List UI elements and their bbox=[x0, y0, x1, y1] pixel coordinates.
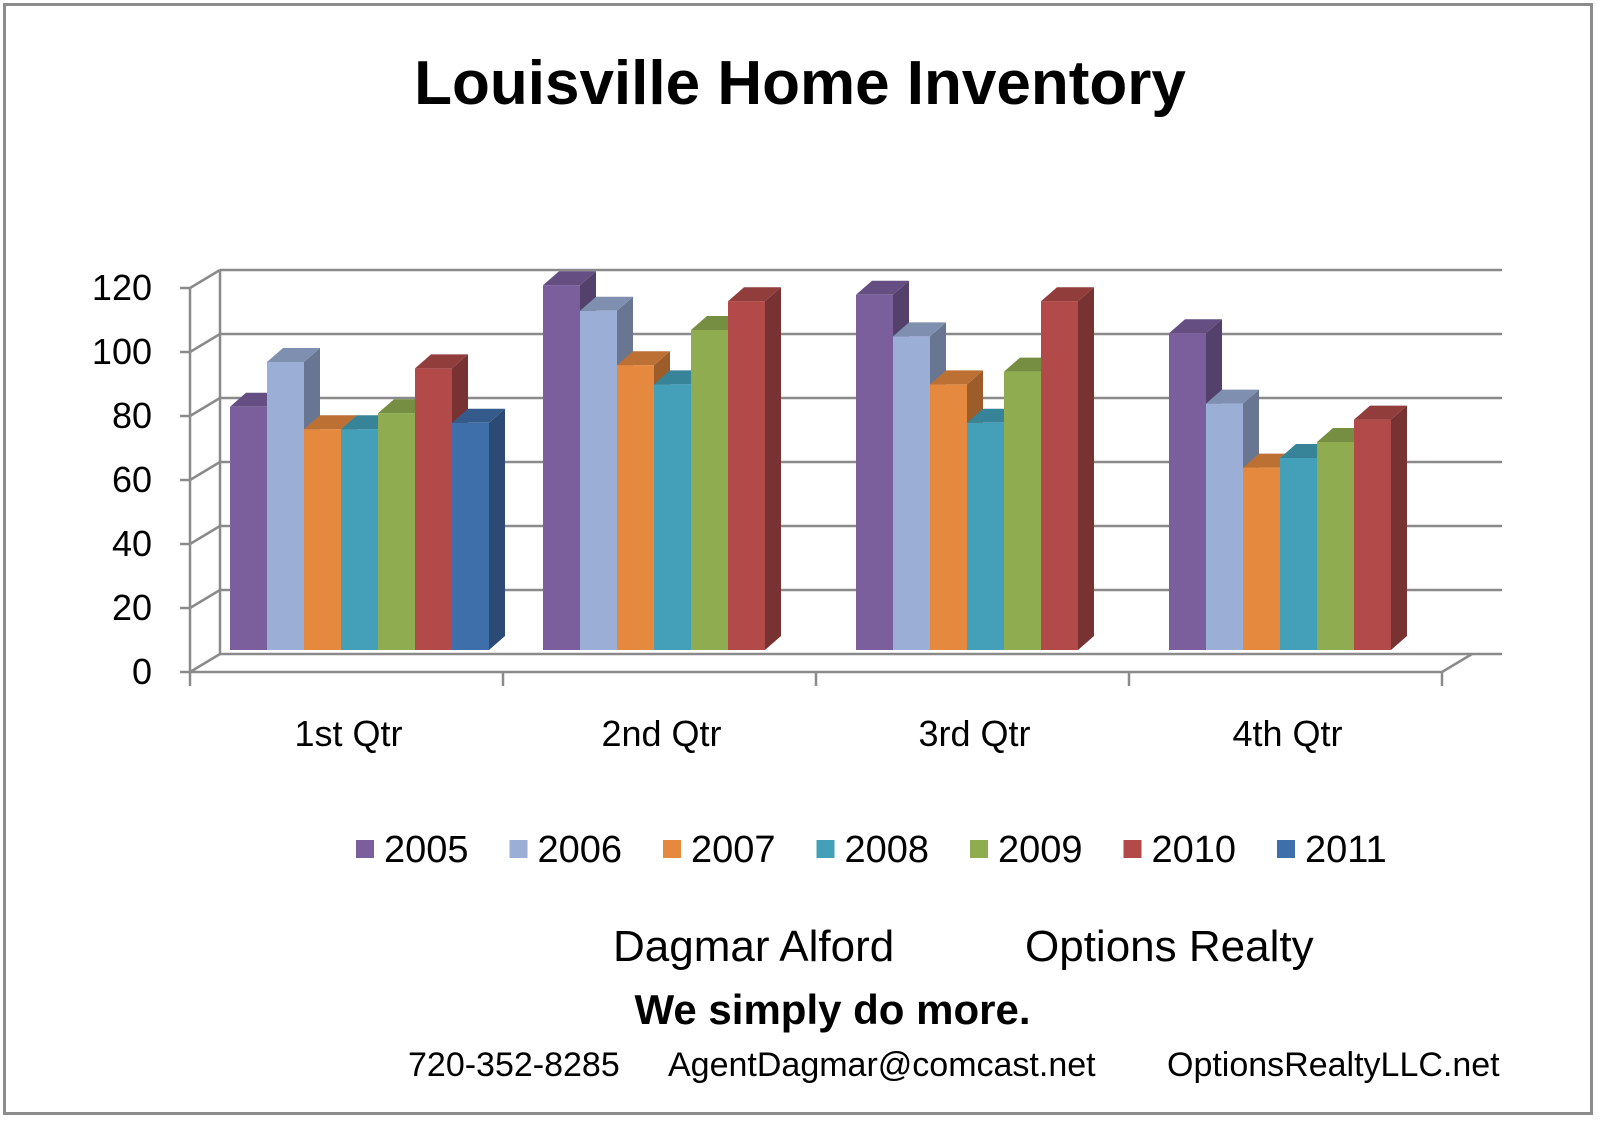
bar-front bbox=[1004, 371, 1041, 650]
bar-top bbox=[728, 287, 781, 302]
bar-front bbox=[267, 362, 304, 650]
chart-title: Louisville Home Inventory bbox=[414, 49, 1186, 118]
gridline-depth bbox=[189, 588, 221, 610]
legend-label: 2006 bbox=[538, 829, 623, 871]
bar-top bbox=[267, 348, 320, 362]
legend-label: 2009 bbox=[998, 829, 1083, 871]
bar-front bbox=[304, 429, 341, 650]
legend-swatch bbox=[356, 840, 374, 858]
bar-chart: Louisville Home Inventory 0 20 40 60 80 100 12… bbox=[92, 49, 1502, 871]
bar-top bbox=[543, 271, 596, 286]
phone-number: 720-352-8285 bbox=[408, 1046, 620, 1084]
bar-front bbox=[1280, 458, 1317, 650]
bar-top bbox=[930, 370, 983, 385]
bar bbox=[728, 287, 781, 650]
bar-front bbox=[378, 413, 415, 650]
bar-side bbox=[1391, 405, 1407, 650]
legend-label: 2007 bbox=[691, 829, 776, 871]
bar-front bbox=[893, 336, 930, 650]
bar-top bbox=[415, 354, 468, 369]
bar-side bbox=[1078, 287, 1094, 650]
gridline-depth bbox=[189, 332, 221, 354]
floor-edge bbox=[1441, 652, 1473, 674]
tagline: We simply do more. bbox=[634, 986, 1031, 1033]
bar-front bbox=[415, 368, 452, 650]
bar bbox=[452, 408, 505, 650]
gridline-depth bbox=[189, 652, 221, 674]
y-tick-label: 100 bbox=[92, 331, 152, 372]
legend-label: 2011 bbox=[1305, 829, 1387, 871]
bar-top bbox=[1041, 287, 1094, 302]
legend-swatch bbox=[663, 840, 681, 858]
bar-front bbox=[691, 330, 728, 650]
bar-top bbox=[1169, 319, 1222, 334]
legend-swatch bbox=[509, 840, 528, 858]
legend-swatch bbox=[1123, 840, 1142, 858]
bar-front bbox=[543, 285, 580, 650]
y-tick-label: 20 bbox=[112, 587, 152, 628]
bar-front bbox=[930, 384, 967, 650]
bar-top bbox=[893, 322, 946, 337]
bar-front bbox=[1317, 442, 1354, 650]
email-address: AgentDagmar@comcast.net bbox=[668, 1046, 1096, 1084]
gridline-depth bbox=[189, 460, 221, 482]
bar-top bbox=[617, 351, 670, 366]
bar-side bbox=[489, 408, 505, 650]
legend-label: 2005 bbox=[384, 829, 469, 871]
bar-front bbox=[1169, 333, 1206, 650]
x-tick-label: 4th Qtr bbox=[1232, 713, 1342, 754]
chart-bars bbox=[230, 271, 1407, 650]
bar-top bbox=[452, 408, 505, 423]
bar-front bbox=[230, 406, 267, 650]
legend-swatch bbox=[816, 840, 835, 858]
bar-front bbox=[1206, 403, 1243, 650]
bar-top bbox=[1354, 405, 1407, 420]
bar-front bbox=[1354, 419, 1391, 650]
agent-name: Dagmar Alford bbox=[613, 922, 895, 971]
x-tick-label: 2nd Qtr bbox=[601, 713, 721, 754]
bar bbox=[1041, 287, 1094, 650]
y-tick-label: 120 bbox=[92, 267, 152, 308]
x-tick-label: 3rd Qtr bbox=[918, 713, 1030, 754]
x-tick-label: 1st Qtr bbox=[294, 713, 402, 754]
bar-front bbox=[856, 294, 893, 650]
gridline-depth bbox=[189, 524, 221, 546]
legend-label: 2008 bbox=[845, 829, 930, 871]
website-url: OptionsRealtyLLC.net bbox=[1167, 1046, 1500, 1084]
gridline-depth bbox=[189, 396, 221, 418]
bar-front bbox=[1243, 467, 1280, 650]
legend-swatch bbox=[1277, 840, 1295, 858]
bar-front bbox=[1041, 301, 1078, 650]
bar-front bbox=[967, 422, 1004, 650]
bar-front bbox=[728, 301, 765, 650]
bar-top bbox=[1206, 389, 1259, 404]
y-tick-label: 40 bbox=[112, 523, 152, 564]
bar-front bbox=[654, 384, 691, 650]
y-tick-label: 60 bbox=[112, 459, 152, 500]
company-name: Options Realty bbox=[1025, 922, 1314, 971]
bar-front bbox=[580, 310, 617, 650]
bar-top bbox=[304, 415, 357, 430]
y-tick-label: 0 bbox=[132, 651, 152, 692]
bar-front bbox=[341, 429, 378, 650]
bar-top bbox=[856, 280, 909, 295]
bar-side bbox=[765, 287, 781, 650]
bar-top bbox=[580, 296, 633, 311]
bar-front bbox=[617, 365, 654, 650]
legend-label: 2010 bbox=[1152, 829, 1237, 871]
gridline-depth bbox=[189, 268, 221, 290]
y-tick-label: 80 bbox=[112, 395, 152, 436]
chart-legend: 2005 2006 2007 2008 2009 2010 2011 bbox=[356, 829, 1387, 871]
bar-front bbox=[452, 422, 489, 650]
legend-swatch bbox=[970, 840, 988, 858]
bar bbox=[1354, 405, 1407, 650]
